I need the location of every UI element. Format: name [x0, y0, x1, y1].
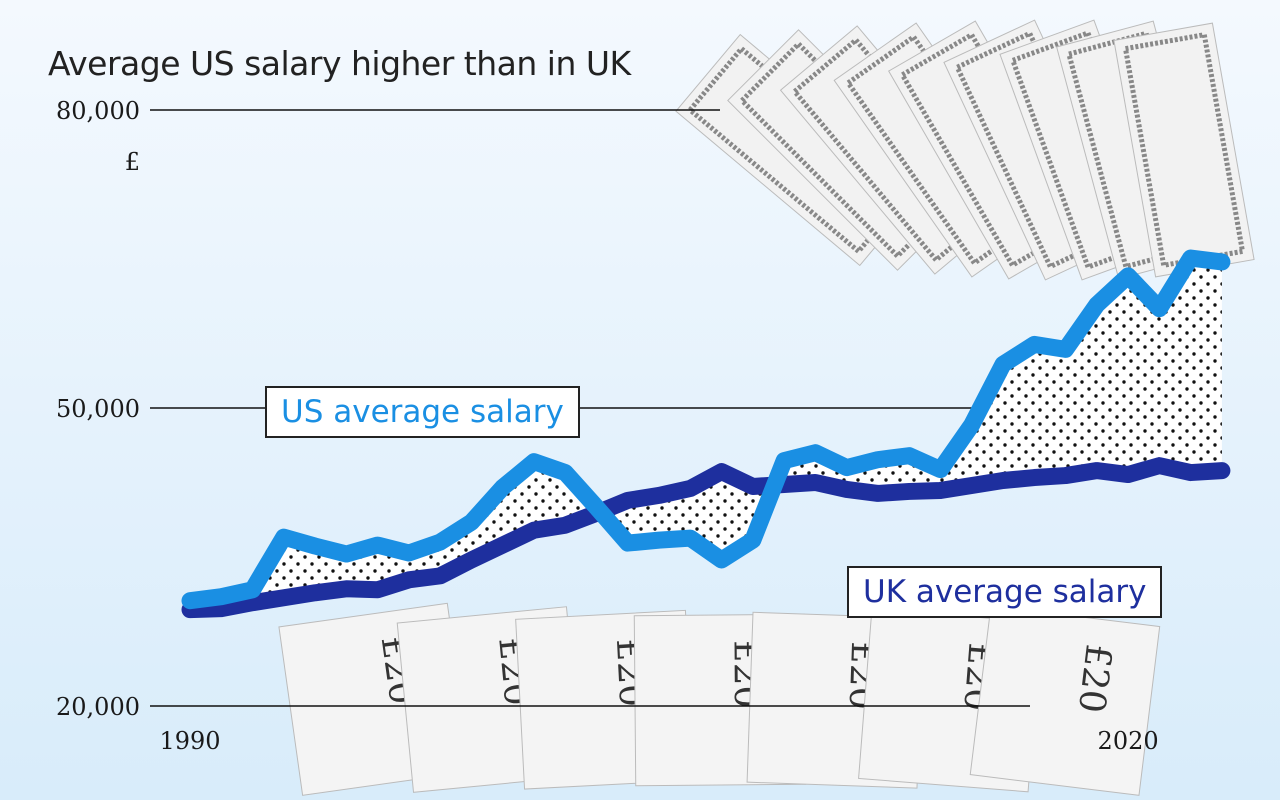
- axes: 20,000 50,000 80,000 £1990 2020: [56, 97, 1159, 755]
- plot-area: [181, 249, 1231, 619]
- y-tick-label: 20,000: [56, 693, 140, 721]
- y-axis-unit: £: [125, 148, 140, 176]
- legend-us: US average salary: [265, 386, 580, 438]
- y-tick-label: 80,000: [56, 97, 140, 125]
- chart-title: Average US salary higher than in UK: [48, 44, 631, 83]
- legend-uk: UK average salary: [847, 566, 1163, 618]
- y-tick-label: 50,000: [56, 395, 140, 423]
- pound-note: £20: [969, 605, 1161, 796]
- pound-notes-image: £20 £20 £20 £20 £20 £20 £20: [278, 602, 1161, 796]
- pound-note-denomination: £20: [1070, 642, 1119, 715]
- x-tick-label: 2020: [1098, 727, 1159, 755]
- us-salary-line: [181, 249, 1231, 610]
- pound-note-paper: [969, 605, 1161, 796]
- uk-salary-line: [181, 457, 1231, 619]
- x-tick-label: 1990: [159, 727, 220, 755]
- dollar-notes-image: [675, 19, 1255, 281]
